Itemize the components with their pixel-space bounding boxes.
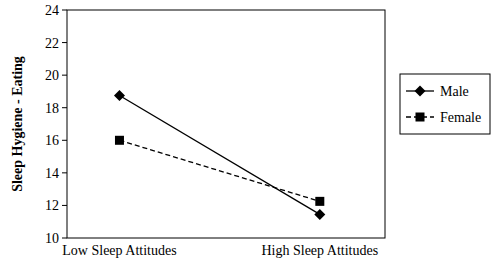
x-tick-label: Low Sleep Attitudes <box>62 243 176 258</box>
y-tick-label: 18 <box>45 101 59 116</box>
y-tick <box>62 172 67 173</box>
y-tick-label: 14 <box>45 166 59 181</box>
series <box>115 136 324 206</box>
y-tick-label: 22 <box>45 36 59 51</box>
y-tick <box>62 238 67 239</box>
series <box>114 90 325 220</box>
x-tick-label: High Sleep Attitudes <box>261 243 378 258</box>
plot-frame <box>67 10 385 238</box>
y-tick <box>62 140 67 141</box>
legend-marker <box>416 113 425 122</box>
legend: Male Female <box>400 74 490 134</box>
plot-area <box>114 90 325 220</box>
series-marker <box>114 90 125 101</box>
legend-label: Female <box>440 110 481 125</box>
chart: 10 12 14 16 18 20 22 24 Sleep Hygiene - Eating Lo… <box>0 0 500 263</box>
series-marker <box>315 197 324 206</box>
y-tick-label: 24 <box>45 3 59 18</box>
y-tick-label: 12 <box>45 198 59 213</box>
chart-container: 10 12 14 16 18 20 22 24 Sleep Hygiene - Eating Lo… <box>0 0 500 263</box>
y-axis-title: Sleep Hygiene - Eating <box>10 56 25 192</box>
legend-label: Male <box>440 84 469 99</box>
y-tick <box>62 107 67 108</box>
series-line <box>119 96 319 215</box>
legend-marker <box>415 86 426 97</box>
y-tick <box>62 75 67 76</box>
y-tick <box>62 205 67 206</box>
y-tick-label: 20 <box>45 68 59 83</box>
series-marker <box>115 136 124 145</box>
legend-box <box>400 74 490 134</box>
series-line <box>119 140 319 201</box>
y-tick <box>62 42 67 43</box>
series-marker <box>314 209 325 220</box>
y-tick-label: 16 <box>45 133 59 148</box>
y-tick <box>62 10 67 11</box>
y-tick-label: 10 <box>45 231 59 246</box>
